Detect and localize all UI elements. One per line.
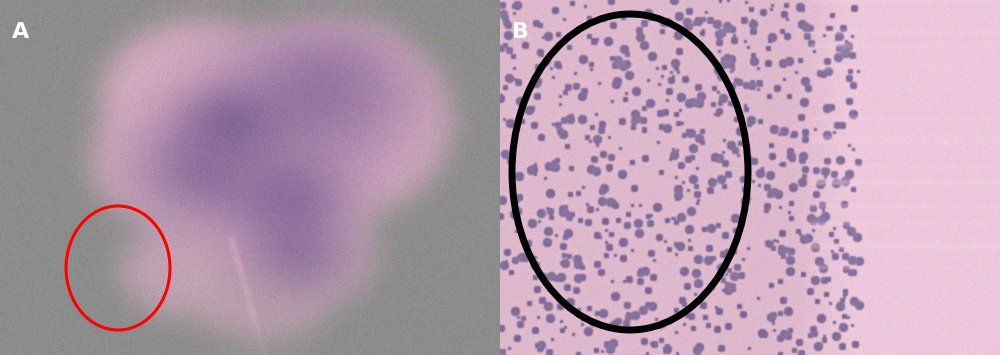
Text: A: A bbox=[12, 22, 29, 42]
Text: B: B bbox=[512, 22, 529, 42]
